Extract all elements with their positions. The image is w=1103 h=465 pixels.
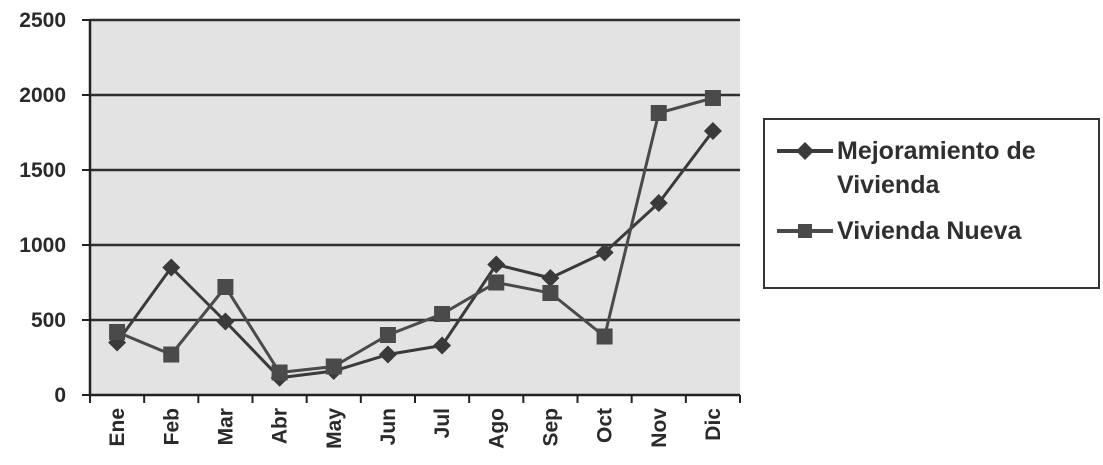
y-tick-label: 2500: [19, 9, 66, 32]
y-tick-labels: 0 500 1000 1500 2000 2500: [19, 9, 66, 407]
y-tick-label: 0: [54, 384, 66, 407]
data-point-diamond: [487, 255, 506, 274]
data-point-diamond: [703, 122, 722, 140]
x-tick-label: Ago: [485, 408, 508, 449]
y-tick-label: 2000: [19, 84, 66, 107]
data-point-square: [704, 90, 721, 106]
legend-swatch-square: [777, 224, 833, 238]
axes: [82, 19, 741, 403]
legend-swatch-diamond: [777, 142, 833, 160]
legend: Mejoramiento de Vivienda Vivienda Nueva: [763, 118, 1100, 289]
data-point-diamond: [378, 345, 397, 364]
data-point-square: [596, 328, 613, 345]
x-tick-label: Mar: [214, 408, 237, 445]
data-point-square: [109, 324, 126, 340]
data-point-square: [542, 285, 559, 301]
data-point-diamond: [433, 336, 452, 355]
data-point-square: [325, 358, 342, 375]
series-line: [115, 130, 715, 380]
legend-label-mejoramiento: Mejoramiento de Vivienda: [837, 137, 1036, 199]
x-tick-label: Nov: [648, 408, 671, 448]
x-tick-label: Ene: [106, 408, 129, 447]
data-point-square: [488, 274, 505, 291]
data-point-diamond: [162, 258, 181, 277]
data-point-diamond: [649, 194, 668, 212]
x-tick-label: Feb: [160, 408, 183, 445]
plot-area: [90, 20, 740, 395]
data-point-square: [163, 346, 180, 363]
series-1: [109, 90, 721, 381]
data-point-diamond: [595, 243, 614, 262]
series-0: [108, 122, 722, 387]
x-tick-label: Jul: [431, 408, 454, 438]
data-point-diamond: [541, 269, 560, 287]
y-tick-label: 500: [31, 309, 66, 332]
x-tick-label: Sep: [539, 408, 562, 447]
y-tick-label: 1500: [19, 159, 66, 182]
series-group: [108, 90, 722, 387]
data-point-diamond: [216, 312, 235, 331]
data-point-square: [217, 279, 234, 295]
data-point-square: [650, 105, 667, 121]
x-tick-label: Dic: [702, 408, 725, 441]
x-tick-label: Oct: [594, 408, 617, 443]
data-point-square: [271, 364, 288, 381]
legend-label-vivienda-nueva: Vivienda Nueva: [837, 217, 1022, 245]
data-point-square: [434, 306, 451, 322]
data-point-square: [379, 327, 396, 343]
series-line: [116, 96, 714, 375]
x-tick-label: May: [323, 408, 346, 449]
x-tick-label: Abr: [269, 408, 292, 444]
x-tick-labels: Ene Feb Mar Abr May Jun Jul Ago Sep Oct Nov Dic: [106, 408, 725, 449]
x-tick-label: Jun: [377, 408, 400, 445]
y-tick-label: 1000: [19, 234, 66, 257]
